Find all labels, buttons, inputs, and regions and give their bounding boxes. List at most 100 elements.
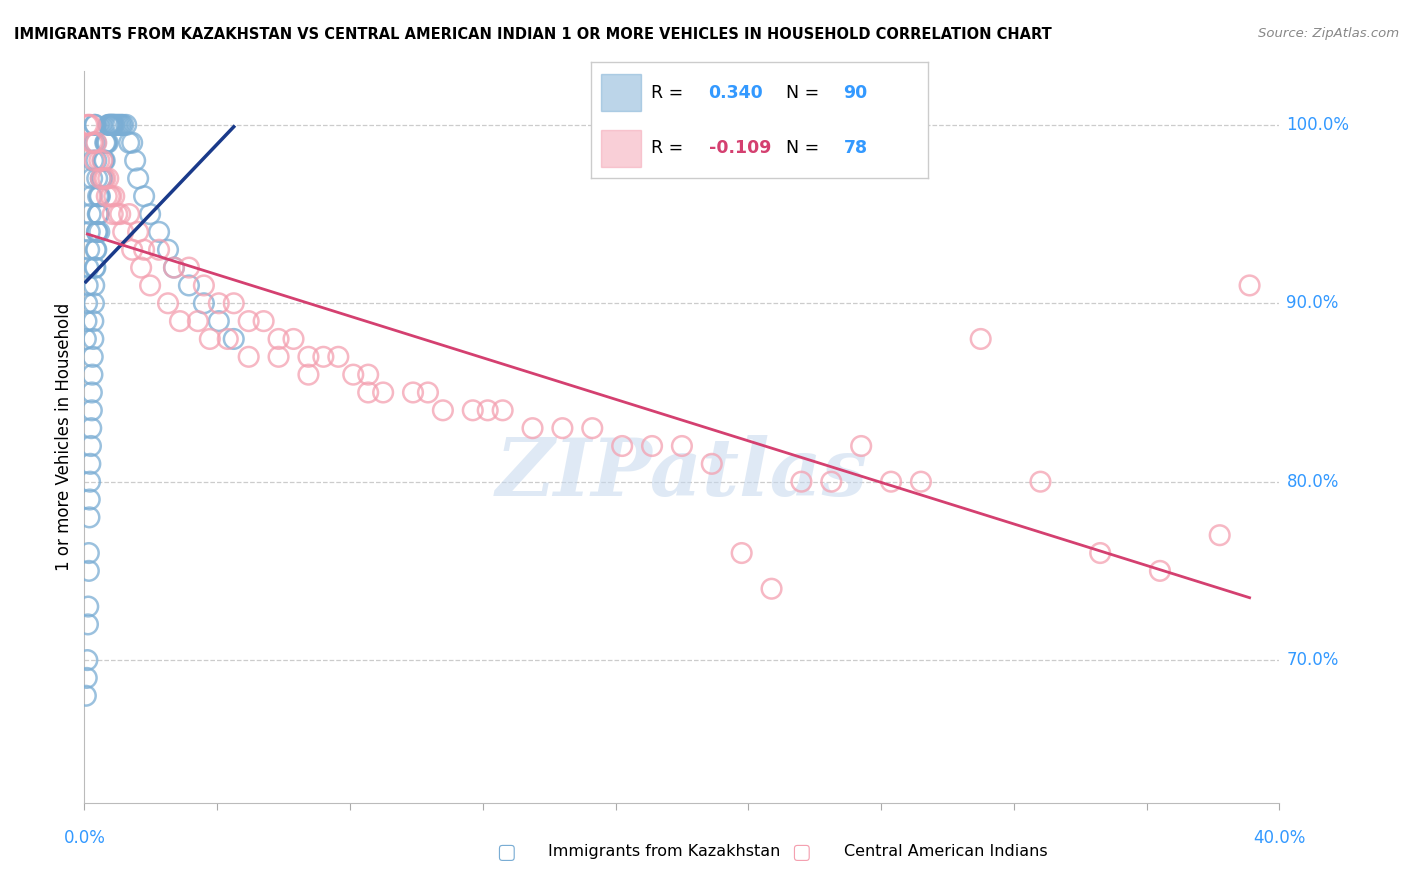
Point: [101, 118, 124, 132]
Point: [80, 421, 103, 435]
Point: [1149, 564, 1171, 578]
Point: [82, 153, 104, 168]
Point: [461, 403, 484, 417]
Point: [86, 243, 108, 257]
Point: [193, 296, 215, 310]
Point: [76, 118, 98, 132]
Point: [820, 475, 842, 489]
Text: ▢: ▢: [792, 842, 811, 862]
Point: [253, 314, 276, 328]
Point: [267, 332, 290, 346]
Point: [121, 136, 143, 150]
Point: [82, 171, 104, 186]
Point: [157, 296, 180, 310]
Point: [96, 189, 118, 203]
Point: [83, 136, 105, 150]
Point: [112, 225, 135, 239]
Point: [87, 207, 110, 221]
Point: [238, 350, 260, 364]
Text: N =: N =: [786, 139, 825, 157]
Point: [522, 421, 544, 435]
Point: [1029, 475, 1052, 489]
Text: 78: 78: [844, 139, 868, 157]
Point: [77, 599, 100, 614]
Text: -0.109: -0.109: [709, 139, 770, 157]
Point: [90, 171, 112, 186]
Point: [297, 368, 319, 382]
Point: [80, 385, 103, 400]
FancyBboxPatch shape: [600, 74, 641, 112]
Point: [970, 332, 993, 346]
Point: [849, 439, 872, 453]
Point: [97, 171, 120, 186]
Point: [80, 439, 103, 453]
Point: [79, 492, 101, 507]
Point: [76, 278, 98, 293]
Point: [75, 332, 97, 346]
Point: [98, 118, 121, 132]
Point: [761, 582, 783, 596]
Point: [83, 278, 105, 293]
Point: [110, 207, 132, 221]
Point: [97, 136, 120, 150]
Point: [267, 350, 290, 364]
Text: Immigrants from Kazakhstan: Immigrants from Kazakhstan: [548, 845, 780, 859]
Point: [83, 118, 105, 132]
Point: [100, 118, 122, 132]
Text: 80.0%: 80.0%: [1286, 473, 1339, 491]
Point: [1239, 278, 1261, 293]
Point: [177, 278, 200, 293]
Point: [115, 118, 138, 132]
Point: [222, 332, 245, 346]
Point: [82, 314, 104, 328]
Text: Central American Indians: Central American Indians: [844, 845, 1047, 859]
Point: [357, 368, 380, 382]
Text: 100.0%: 100.0%: [1286, 116, 1350, 134]
Point: [84, 260, 107, 275]
Point: [148, 243, 170, 257]
Point: [342, 368, 364, 382]
Point: [132, 189, 156, 203]
Point: [93, 153, 115, 168]
Point: [91, 153, 114, 168]
Point: [89, 225, 111, 239]
Point: [700, 457, 723, 471]
Point: [581, 421, 603, 435]
Point: [80, 189, 103, 203]
Point: [89, 189, 111, 203]
Text: 0.340: 0.340: [709, 84, 763, 102]
Point: [193, 278, 215, 293]
Point: [77, 564, 100, 578]
Text: R =: R =: [651, 84, 689, 102]
Point: [910, 475, 932, 489]
Text: Source: ZipAtlas.com: Source: ZipAtlas.com: [1258, 27, 1399, 40]
Point: [107, 118, 129, 132]
Point: [111, 118, 134, 132]
Text: N =: N =: [786, 84, 825, 102]
Point: [222, 296, 245, 310]
Point: [880, 475, 903, 489]
Point: [1208, 528, 1230, 542]
Point: [87, 207, 110, 221]
Point: [86, 136, 108, 150]
Point: [217, 332, 239, 346]
Point: [121, 243, 143, 257]
Point: [731, 546, 754, 560]
Point: [76, 671, 98, 685]
Point: [187, 314, 209, 328]
Point: [84, 136, 107, 150]
Point: [610, 439, 633, 453]
Point: [432, 403, 454, 417]
Point: [163, 260, 186, 275]
Point: [82, 136, 104, 150]
Point: [89, 153, 111, 168]
Text: 90.0%: 90.0%: [1286, 294, 1339, 312]
Point: [87, 207, 110, 221]
Point: [86, 153, 108, 168]
Point: [132, 243, 156, 257]
Point: [90, 171, 112, 186]
Point: [83, 296, 105, 310]
Point: [477, 403, 499, 417]
Point: [103, 118, 125, 132]
Point: [208, 314, 231, 328]
